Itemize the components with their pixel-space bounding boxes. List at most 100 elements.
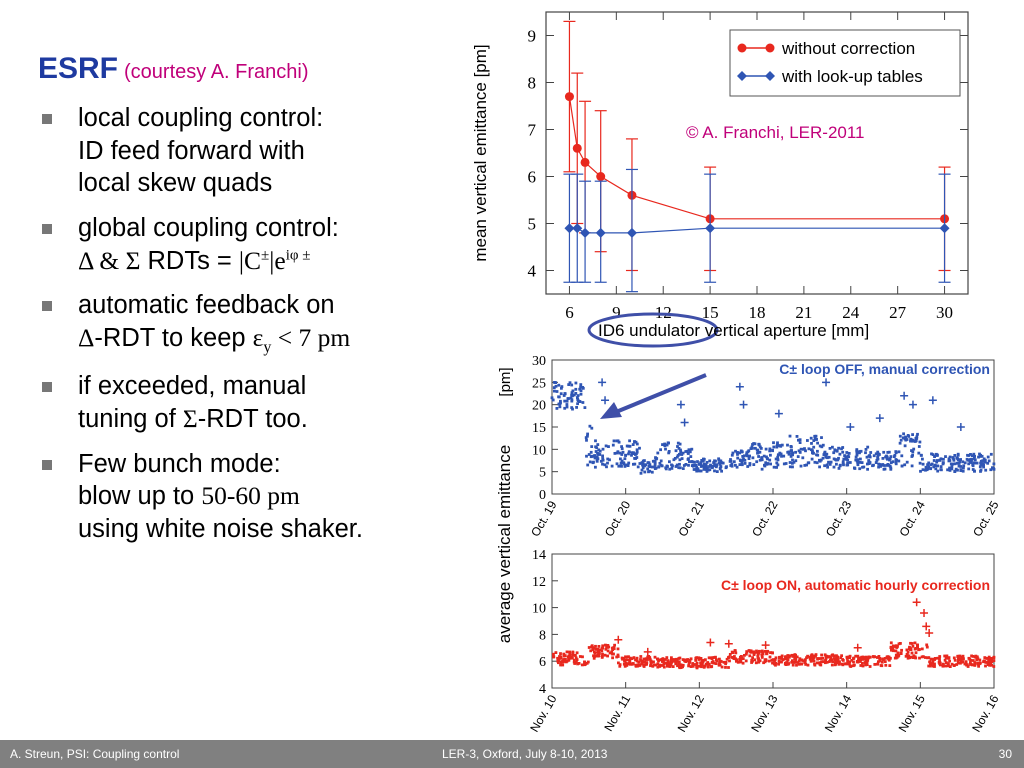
data-point	[848, 461, 852, 464]
data-point	[839, 656, 843, 660]
y-tick-label: 5	[539, 466, 546, 481]
data-point	[659, 459, 663, 463]
data-point	[948, 665, 952, 668]
data-point	[687, 463, 690, 467]
data-point	[787, 655, 791, 659]
data-point	[763, 463, 766, 467]
data-point	[627, 452, 630, 456]
data-point	[889, 656, 892, 660]
chart-annotation: C± loop ON, automatic hourly correction	[721, 577, 990, 593]
data-point	[797, 438, 800, 442]
data-point	[728, 460, 732, 463]
data-point	[555, 407, 559, 410]
data-point	[935, 460, 939, 464]
bullet-text: blow up to	[78, 482, 202, 511]
data-point	[667, 662, 671, 666]
data-point	[959, 468, 963, 471]
data-point	[930, 452, 933, 456]
data-point	[961, 460, 965, 464]
data-point	[747, 457, 751, 460]
data-point	[570, 399, 574, 403]
data-point	[971, 468, 975, 471]
data-point	[790, 653, 794, 657]
data-point	[679, 448, 682, 452]
x-tick-label: Nov. 13	[748, 692, 781, 734]
data-point	[823, 464, 826, 468]
bullet-text: -RDT to keep	[94, 323, 253, 352]
data-point	[662, 665, 666, 669]
data-point	[920, 647, 924, 651]
data-point	[810, 442, 813, 445]
data-point	[897, 642, 901, 646]
data-point	[992, 467, 995, 470]
data-point	[913, 641, 917, 645]
bullet-line: Few bunch mode:	[78, 449, 281, 478]
data-point	[824, 656, 828, 660]
outlier-point	[853, 643, 862, 652]
data-point	[680, 457, 684, 460]
data-point	[856, 461, 860, 465]
data-point	[856, 451, 860, 454]
data-point	[697, 463, 701, 466]
data-point	[632, 656, 636, 659]
data-point	[730, 464, 734, 468]
data-point	[961, 660, 965, 664]
data-point	[803, 464, 807, 467]
data-point	[871, 464, 874, 468]
data-point	[971, 454, 974, 458]
data-point	[941, 664, 945, 668]
data-point	[795, 663, 798, 667]
data-point	[865, 455, 869, 459]
arrow-shaft	[615, 373, 707, 414]
data-point	[921, 457, 924, 461]
outlier-point	[614, 635, 623, 644]
data-point	[833, 663, 837, 667]
data-point	[827, 455, 831, 459]
data-point	[677, 662, 681, 666]
data-point	[927, 465, 931, 469]
data-point	[556, 656, 559, 660]
data-point	[625, 444, 629, 448]
data-point	[893, 656, 897, 660]
data-point	[711, 660, 715, 663]
data-point	[791, 663, 795, 667]
outlier-point	[676, 400, 685, 409]
data-point	[555, 390, 559, 393]
data-point	[930, 462, 934, 466]
data-point	[562, 658, 566, 662]
data-point	[596, 452, 599, 455]
data-point	[793, 653, 797, 656]
data-point	[579, 385, 582, 389]
data-point	[673, 457, 677, 460]
data-point	[661, 443, 664, 446]
data-point	[640, 659, 643, 663]
data-point	[699, 463, 703, 467]
data-point	[885, 455, 889, 459]
data-point	[861, 664, 865, 668]
data-point	[735, 451, 739, 454]
data-point	[901, 436, 905, 440]
data-point	[594, 647, 598, 651]
y-tick-label: 5	[528, 215, 537, 234]
data-point	[950, 465, 954, 469]
data-point	[988, 663, 991, 667]
data-point	[917, 451, 921, 455]
data-point	[715, 470, 719, 473]
data-point	[853, 663, 856, 667]
data-point	[927, 461, 931, 465]
data-point	[559, 401, 562, 405]
data-point	[806, 461, 810, 465]
data-point	[947, 664, 950, 668]
data-point	[574, 656, 578, 660]
data-point	[766, 457, 769, 461]
data-point	[585, 454, 588, 458]
outlier-point	[928, 396, 937, 405]
data-point	[579, 392, 583, 396]
data-point	[989, 452, 993, 456]
data-point	[876, 456, 879, 459]
data-point	[913, 655, 917, 659]
data-point	[613, 452, 617, 455]
data-point	[790, 660, 794, 664]
data-point	[957, 462, 961, 465]
data-point	[681, 658, 685, 661]
